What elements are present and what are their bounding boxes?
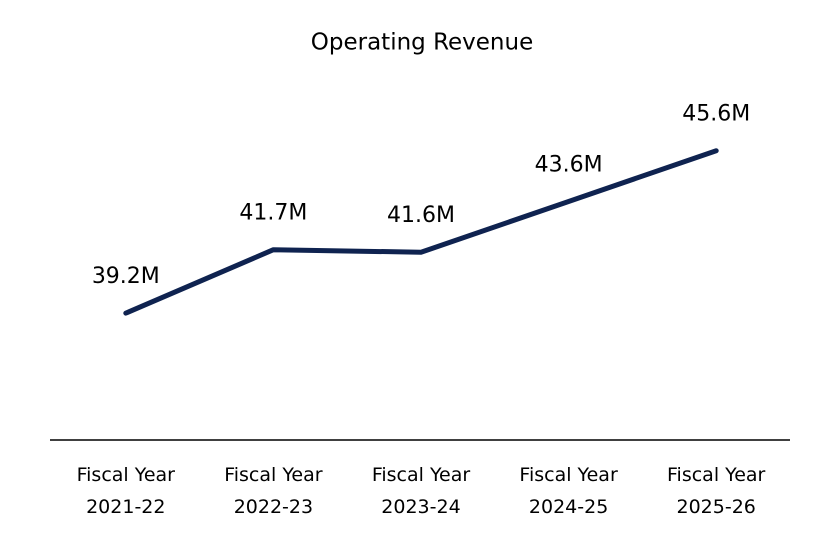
x-tick-label: Fiscal Year 2023-24 <box>371 464 471 518</box>
x-tick-label: Fiscal Year 2021-22 <box>76 464 175 518</box>
data-label: 41.7M <box>239 201 307 226</box>
x-tick-label: Fiscal Year 2024-25 <box>519 464 618 518</box>
data-label: 39.2M <box>92 264 160 289</box>
data-label: 43.6M <box>535 152 603 177</box>
data-label: 45.6M <box>682 102 750 127</box>
chart-title: Operating Revenue <box>311 30 533 56</box>
x-tick-label: Fiscal Year 2025-26 <box>667 464 766 518</box>
line <box>123 148 719 316</box>
x-tick-label: Fiscal Year 2022-23 <box>224 464 323 518</box>
data-label: 41.6M <box>387 203 455 228</box>
